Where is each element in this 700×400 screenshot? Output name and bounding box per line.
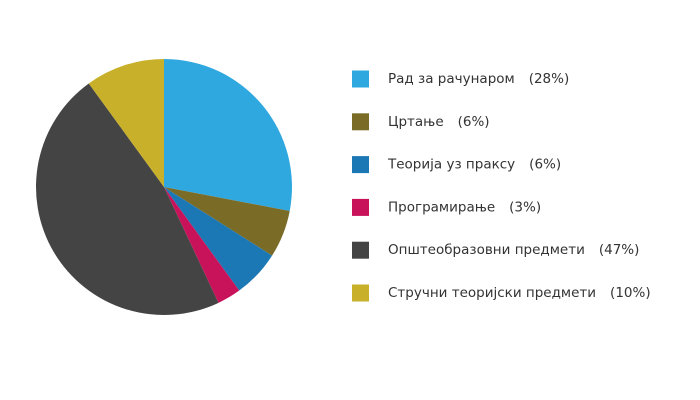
- legend-swatch: [352, 156, 369, 174]
- legend-swatch: [352, 284, 369, 302]
- legend-value: (6%): [529, 157, 561, 173]
- legend-value: (3%): [509, 199, 541, 215]
- pie-slice: [164, 59, 292, 211]
- legend-label: Општеобразовни предмети: [388, 242, 585, 258]
- legend-swatch: [352, 113, 369, 131]
- pie-slice: [164, 187, 273, 291]
- pie-slice: [88, 59, 164, 187]
- legend-label: Цртање: [388, 114, 444, 130]
- legend-swatch: [352, 70, 369, 88]
- legend-label: Теорија уз праксу: [387, 157, 515, 173]
- pie-slice: [164, 187, 240, 303]
- legend-label: Програмирање: [388, 199, 495, 215]
- legend-swatch: [352, 198, 369, 216]
- legend-value: (10%): [610, 285, 651, 301]
- legend-label: Стручни теоријски предмети: [388, 285, 596, 301]
- legend-value: (6%): [458, 114, 490, 130]
- legend-swatch: [352, 241, 369, 259]
- pie-slice: [35, 83, 219, 316]
- pie-slice: [164, 187, 290, 256]
- legend-value: (47%): [599, 242, 640, 258]
- legend-value: (28%): [529, 71, 570, 87]
- legend-label: Рад за рачунаром: [388, 71, 515, 87]
